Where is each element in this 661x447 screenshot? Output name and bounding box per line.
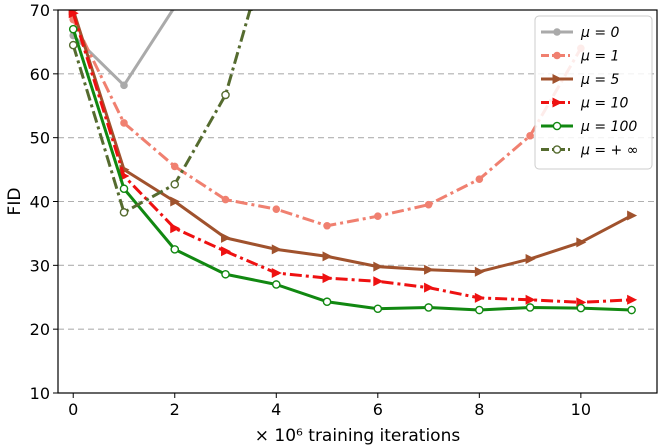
data-point-2-10 [576, 237, 587, 248]
data-point-4-9 [525, 303, 535, 312]
data-point-4-11 [627, 305, 636, 315]
legend-marker-2 [552, 74, 563, 84]
data-point-3-5 [322, 273, 333, 284]
series-line-2 [71, 10, 633, 274]
data-point-2-9 [525, 253, 536, 264]
series-lines [68, 10, 638, 315]
data-point-4-8 [475, 305, 484, 315]
legend-label-2: μ = 5 [580, 72, 620, 88]
data-point-5-2 [170, 179, 180, 189]
legend-marker-3 [552, 97, 563, 108]
data-point-1-6 [374, 212, 382, 220]
data-point-3-2 [170, 223, 181, 234]
data-point-4-4 [271, 280, 281, 289]
data-point-0-1 [120, 81, 128, 90]
legend-item-4: μ = 100 [541, 119, 637, 135]
data-point-3-8 [474, 292, 485, 303]
data-point-4-1 [119, 184, 129, 194]
legend-item-2: μ = 5 [541, 72, 620, 88]
series-line-3 [71, 12, 632, 304]
data-point-3-9 [525, 294, 536, 305]
data-point-4-5 [322, 297, 332, 307]
series-line-1 [71, 18, 583, 228]
y-tick-label-10: 10 [30, 384, 50, 403]
data-point-5-0 [68, 40, 78, 50]
data-point-4-6 [373, 304, 383, 314]
data-point-1-7 [424, 200, 433, 209]
x-tick-label-2: 2 [170, 400, 180, 419]
axes: 10 20 30 40 50 60 70 0 2 4 6 8 10 [30, 1, 591, 419]
legend-label-0: μ = 0 [580, 25, 620, 41]
legend-marker-4 [552, 121, 562, 131]
data-point-5-3 [221, 90, 230, 100]
legend-item-5: μ = + ∞ [541, 143, 638, 159]
legend-marker-1 [553, 51, 561, 60]
y-axis-title: FID [5, 188, 25, 216]
data-point-4-3 [221, 269, 230, 279]
y-tick-label-20: 20 [30, 320, 50, 339]
data-point-4-7 [424, 303, 433, 312]
y-tick-label-70: 70 [30, 1, 50, 20]
data-point-5-1 [119, 208, 129, 217]
x-tick-label-6: 6 [373, 400, 383, 419]
legend-label-1: μ = 1 [580, 49, 619, 65]
legend-label-5: μ = + ∞ [580, 143, 638, 159]
data-point-1-5 [323, 221, 331, 230]
data-point-3-3 [221, 246, 232, 257]
data-point-3-6 [373, 276, 384, 287]
legend-item-3: μ = 10 [541, 96, 628, 112]
data-point-2-5 [322, 251, 333, 262]
legend-item-1: μ = 1 [541, 49, 619, 65]
data-point-1-9 [526, 131, 534, 140]
data-point-4-2 [170, 245, 180, 254]
data-point-3-11 [627, 294, 638, 305]
data-point-2-2 [170, 196, 181, 207]
x-tick-label-0: 0 [68, 400, 78, 419]
legend-label-3: μ = 10 [580, 96, 628, 112]
data-point-1-8 [475, 175, 484, 183]
data-point-2-4 [271, 244, 282, 255]
data-point-1-1 [120, 119, 128, 127]
data-point-2-7 [424, 264, 435, 275]
data-point-1-4 [272, 205, 281, 213]
x-tick-label-8: 8 [474, 400, 484, 419]
y-tick-label-60: 60 [30, 65, 50, 84]
series-4-100 [68, 24, 636, 315]
data-point-5-4 [248, 10, 254, 12]
legend-label-4: μ = 100 [580, 119, 637, 135]
data-point-4-0 [68, 24, 78, 34]
data-point-2-8 [474, 266, 485, 277]
data-point-2-11 [627, 210, 638, 221]
data-point-2-3 [221, 232, 232, 243]
y-tick-label-50: 50 [30, 129, 50, 148]
data-point-3-7 [424, 282, 435, 293]
series-line-4 [71, 28, 632, 312]
data-point-2-6 [373, 261, 384, 272]
data-point-3-4 [271, 267, 282, 278]
x-axis-title: × 10⁶ training iterations [255, 426, 461, 446]
legend-marker-5 [552, 145, 562, 154]
data-point-1-2 [170, 162, 179, 171]
x-tick-label-4: 4 [271, 400, 281, 419]
data-point-3-0 [68, 10, 79, 19]
data-point-4-10 [576, 303, 586, 313]
y-tick-label-40: 40 [30, 193, 50, 212]
y-tick-label-30: 30 [30, 256, 50, 275]
legend-marker-0 [553, 28, 561, 36]
legend: μ = 0 μ = 1 μ = 5 μ = 10 μ = 100 μ = + ∞ [534, 15, 653, 170]
x-tick-label-10: 10 [571, 400, 591, 419]
legend-item-0: μ = 0 [541, 25, 620, 41]
data-point-1-3 [221, 195, 230, 204]
